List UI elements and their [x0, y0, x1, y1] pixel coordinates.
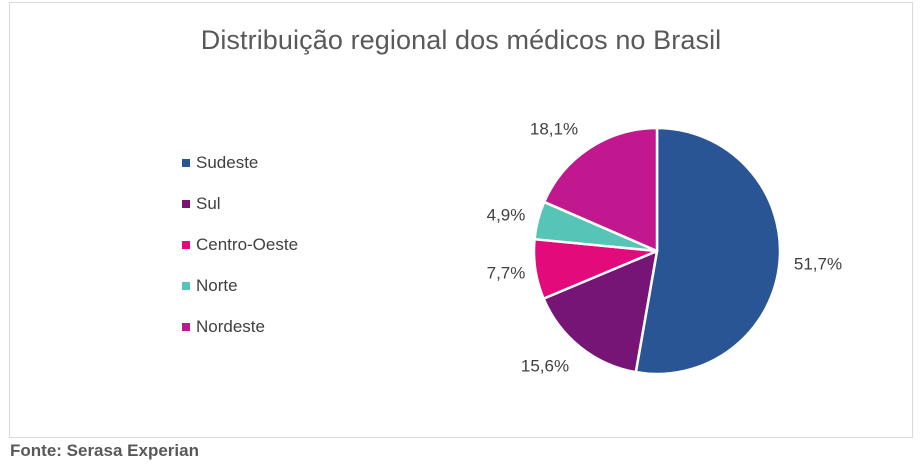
- legend-swatch-nordeste: [182, 323, 190, 331]
- pie-slice-sul: [542, 249, 659, 374]
- legend-label-centro-oeste: Centro-Oeste: [196, 235, 299, 254]
- legend-swatch-sudeste: [182, 159, 190, 167]
- data-label-norte: 4,9%: [487, 205, 526, 224]
- legend-label-sudeste: Sudeste: [196, 153, 259, 172]
- pie-slice-sudeste: [634, 126, 782, 376]
- legend-label-sul: Sul: [196, 194, 221, 213]
- legend-item-centro-oeste: Centro-Oeste: [182, 235, 298, 255]
- legend-item-sul: Sul: [182, 194, 221, 214]
- data-label-centro-oeste: 7,7%: [487, 263, 526, 282]
- legend-item-nordeste: Nordeste: [182, 317, 265, 337]
- data-label-sudeste: 51,7%: [794, 254, 842, 273]
- legend-label-norte: Norte: [196, 276, 238, 295]
- legend-item-norte: Norte: [182, 276, 238, 296]
- legend-swatch-centro-oeste: [182, 241, 190, 249]
- legend-swatch-sul: [182, 200, 190, 208]
- legend-swatch-norte: [182, 282, 190, 290]
- legend-item-sudeste: Sudeste: [182, 153, 258, 173]
- legend-label-nordeste: Nordeste: [196, 317, 265, 336]
- pie-chart: 51,7% 15,6% 7,7% 4,9% 18,1%: [487, 119, 842, 376]
- data-label-nordeste: 18,1%: [530, 119, 578, 138]
- data-label-sul: 15,6%: [521, 356, 569, 375]
- source-note: Fonte: Serasa Experian: [10, 441, 199, 460]
- chart-title: Distribuição regional dos médicos no Bra…: [200, 25, 722, 55]
- chart-area: Distribuição regional dos médicos no Bra…: [9, 2, 913, 438]
- pie-slice-nordeste: [542, 126, 659, 253]
